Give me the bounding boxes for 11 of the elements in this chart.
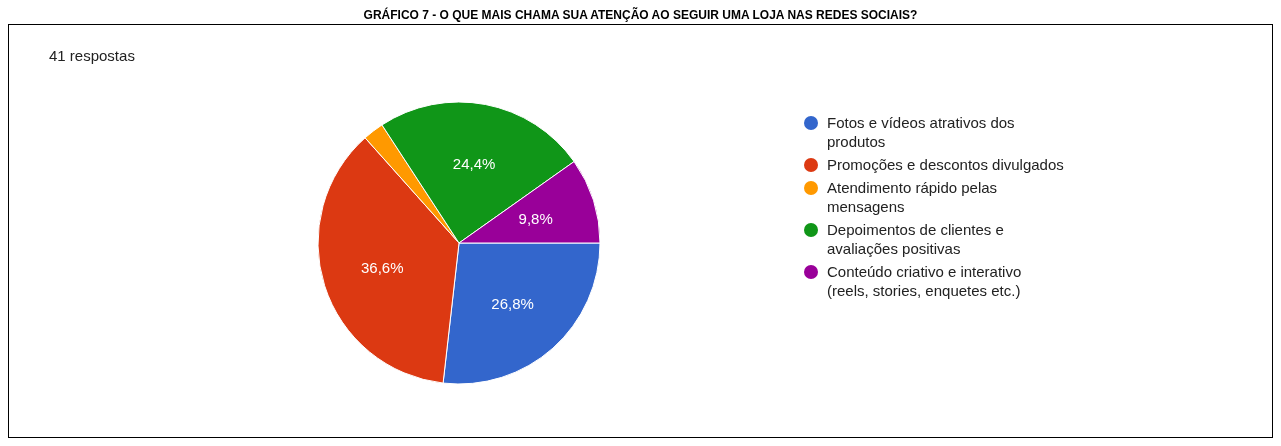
legend-label: Atendimento rápido pelas mensagens	[827, 178, 999, 216]
data-label: 36,6%	[361, 258, 404, 276]
legend-label: Conteúdo criativo e interativo (reels, stories, enquetes etc.)	[827, 262, 1023, 300]
legend-label: Fotos e vídeos atrativos dos produtos	[827, 113, 1016, 151]
data-label: 26,8%	[491, 294, 534, 312]
legend-label: Promoções e descontos divulgados	[827, 155, 1064, 174]
chart-title: GRÁFICO 7 - O QUE MAIS CHAMA SUA ATENÇÃO AO SEGUIR UMA LOJA NAS REDES SOCIAIS?	[362, 8, 919, 22]
data-label: 24,4%	[452, 155, 496, 173]
legend-label: Depoimentos de clientes e avaliações positivas	[827, 220, 1005, 258]
data-label: 9,8%	[518, 210, 553, 228]
text: 41 respostas	[49, 47, 135, 64]
